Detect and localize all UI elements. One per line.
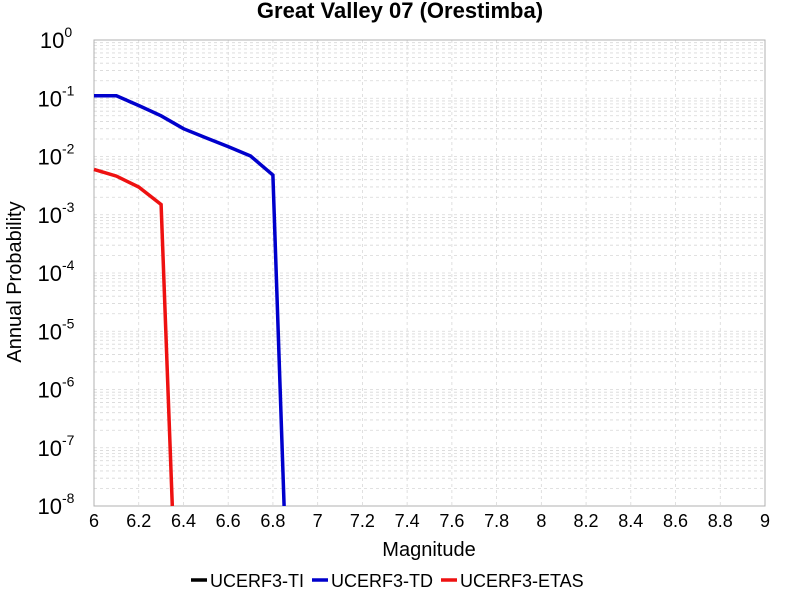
y-axis-label: Annual Probability: [4, 201, 26, 362]
y-tick-label: 10-6: [38, 374, 75, 403]
x-axis-ticks: 6 6.2 6.4 6.6 6.8 7 7.2 7.4 7.6 7.8 8 8.2 8.4 8.6 8.8 9: [89, 511, 770, 531]
y-tick-base: 10: [38, 436, 62, 461]
legend-label-ucerf3-etas: UCERF3-ETAS: [460, 571, 584, 591]
x-tick-label: 6.2: [126, 511, 151, 531]
y-tick-label: 10-7: [38, 432, 75, 461]
x-tick-label: 6.8: [260, 511, 285, 531]
x-tick-label: 8: [536, 511, 546, 531]
series-layer: [93, 94, 286, 507]
y-tick-label: 10-8: [38, 490, 75, 519]
y-tick-label: 10-2: [38, 141, 75, 170]
y-tick-label: 10-4: [38, 257, 75, 286]
legend: UCERF3-TI UCERF3-TD UCERF3-ETAS: [191, 571, 584, 591]
x-axis-label: Magnitude: [382, 539, 475, 561]
x-tick-label: 8.8: [708, 511, 733, 531]
y-tick-exponent: -1: [62, 82, 75, 98]
y-tick-exponent: -7: [62, 432, 75, 448]
y-tick-exponent: -4: [62, 257, 75, 273]
series-line-ucerf3-td: [94, 94, 286, 507]
y-tick-exponent: -5: [62, 315, 75, 331]
y-tick-base: 10: [40, 28, 64, 53]
grid: [93, 39, 766, 507]
y-tick-base: 10: [38, 261, 62, 286]
x-tick-label: 8.6: [663, 511, 688, 531]
legend-label-ucerf3-ti: UCERF3-TI: [210, 571, 304, 591]
y-tick-base: 10: [38, 145, 62, 170]
x-tick-label: 8.4: [618, 511, 643, 531]
x-tick-label: 8.2: [574, 511, 599, 531]
y-tick-exponent: -8: [62, 490, 75, 506]
y-tick-base: 10: [38, 494, 62, 519]
x-tick-label: 7.6: [439, 511, 464, 531]
x-tick-label: 7: [313, 511, 323, 531]
legend-label-ucerf3-td: UCERF3-TD: [331, 571, 433, 591]
y-tick-label: 10-5: [38, 315, 75, 344]
y-tick-exponent: -3: [62, 199, 75, 215]
y-tick-exponent: -6: [62, 374, 75, 390]
x-tick-label: 9: [760, 511, 770, 531]
plot-area: [93, 39, 766, 507]
y-tick-exponent: -2: [62, 141, 75, 157]
y-tick-base: 10: [38, 203, 62, 228]
x-tick-label: 7.4: [395, 511, 420, 531]
y-tick-exponent: 0: [64, 24, 72, 40]
y-tick-base: 10: [38, 378, 62, 403]
x-tick-label: 7.2: [350, 511, 375, 531]
x-tick-label: 7.8: [484, 511, 509, 531]
y-tick-label: 10-3: [38, 199, 75, 228]
x-tick-label: 6.4: [171, 511, 196, 531]
y-tick-label: 10-1: [38, 82, 75, 111]
x-tick-label: 6.6: [216, 511, 241, 531]
y-tick-base: 10: [38, 86, 62, 111]
x-tick-label: 6: [89, 511, 99, 531]
y-tick-base: 10: [38, 319, 62, 344]
y-tick-label: 100: [40, 24, 72, 53]
series-line-ucerf3-etas: [93, 167, 175, 507]
chart-title: Great Valley 07 (Orestimba): [257, 0, 543, 23]
